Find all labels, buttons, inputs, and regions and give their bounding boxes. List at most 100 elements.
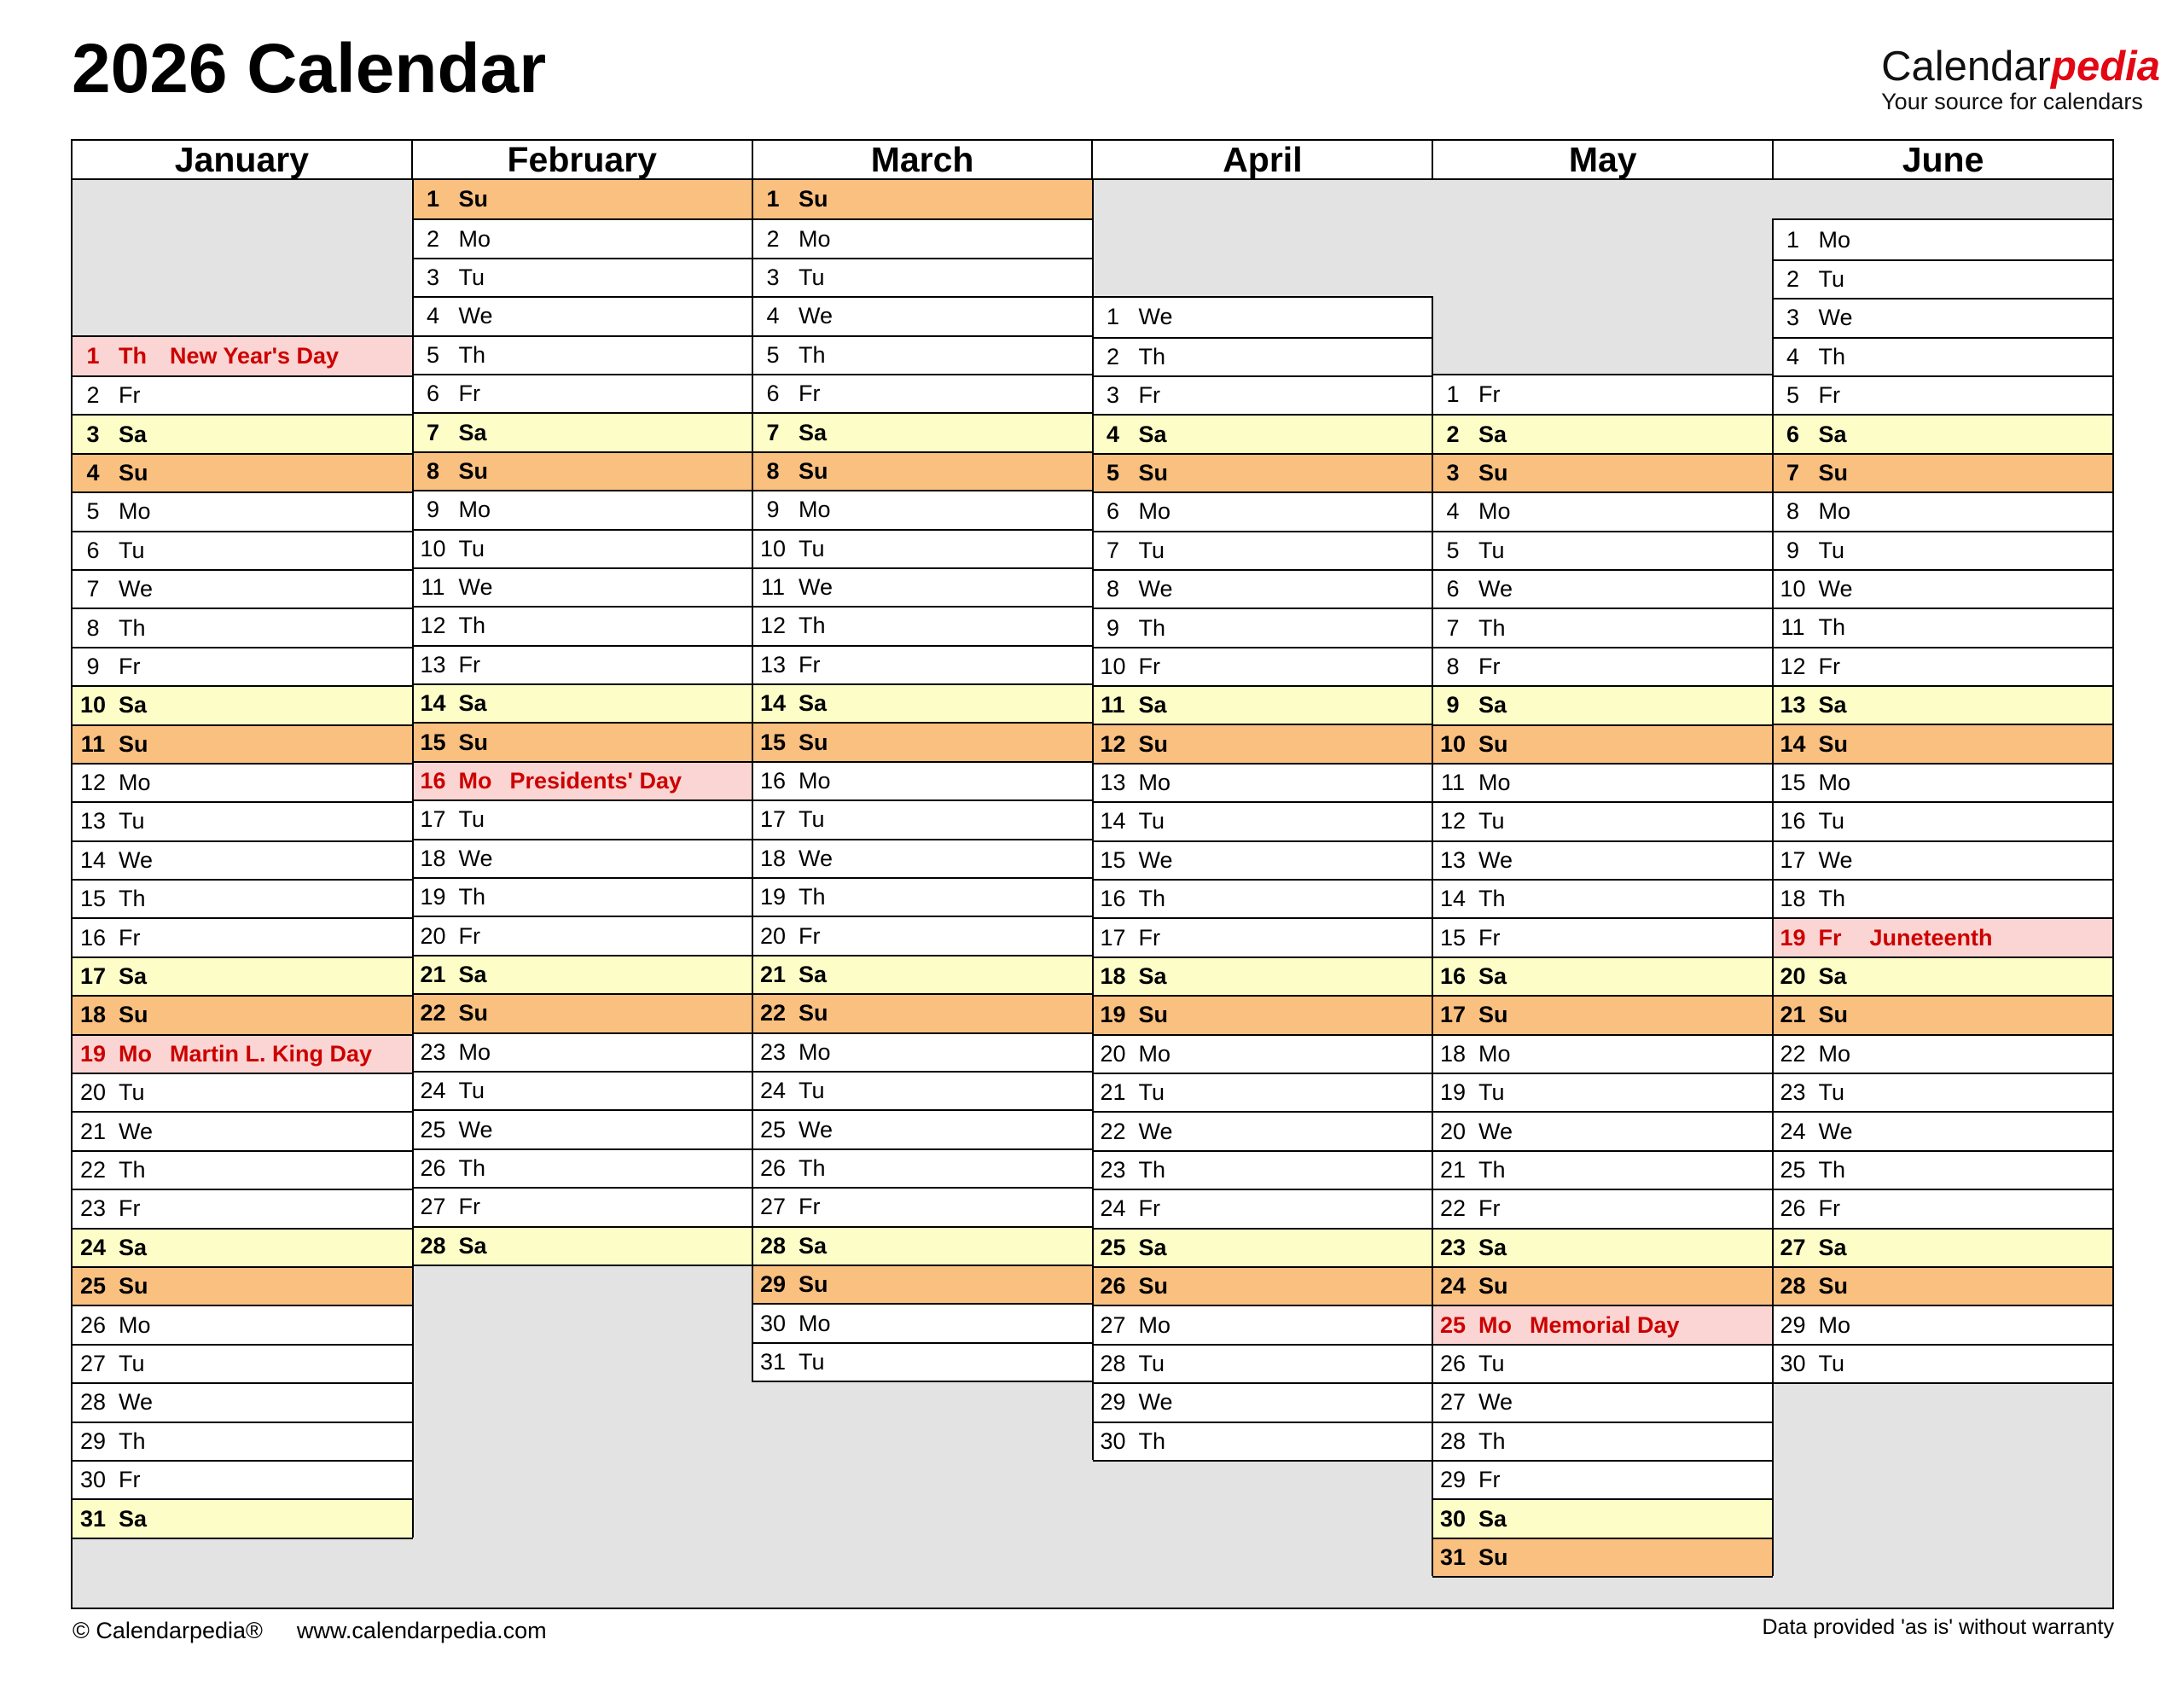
- month-column-april: 1 We 2 Th 3 Fr 4 Sa 5 Su 6 Mo 7 Tu 8 We 9 Th 10 Fr 11 Sa 12 Su 1…: [1092, 296, 1432, 1462]
- day-number: 19: [1439, 1079, 1467, 1106]
- day-cell-march-27: 27 Fr: [752, 1187, 1093, 1226]
- day-number: 23: [759, 1038, 787, 1065]
- day-cell-june-7: 7 Su: [1772, 452, 2112, 492]
- day-number: 24: [79, 1234, 107, 1260]
- weekday-abbr: Mo: [119, 1311, 151, 1338]
- weekday-abbr: Mo: [119, 1040, 152, 1067]
- day-cell-february-17: 17 Tu: [412, 799, 752, 839]
- day-number: 9: [766, 497, 780, 523]
- day-cell-june-24: 24 We: [1772, 1111, 2112, 1150]
- weekday-abbr: Mo: [1138, 1040, 1171, 1067]
- day-cell-may-4: 4 Mo: [1432, 491, 1773, 531]
- day-number: 6: [426, 381, 440, 407]
- day-number: 5: [86, 498, 100, 525]
- weekday-abbr: Sa: [1818, 963, 1847, 989]
- month-header-january: January: [73, 140, 413, 179]
- day-number: 11: [760, 574, 786, 601]
- day-cell-april-10: 10 Fr: [1092, 646, 1432, 686]
- day-cell-april-12: 12 Su: [1092, 724, 1432, 763]
- day-number: 18: [759, 845, 787, 871]
- weekday-abbr: Fr: [799, 922, 821, 949]
- weekday-abbr: We: [1138, 304, 1173, 330]
- day-number: 26: [420, 1154, 446, 1181]
- day-cell-may-14: 14 Th: [1432, 879, 1773, 918]
- weekday-abbr: Fr: [458, 1194, 480, 1220]
- day-number: 14: [759, 690, 787, 717]
- weekday-abbr: Su: [1818, 459, 1849, 486]
- day-cell-february-14: 14 Sa: [412, 683, 752, 723]
- weekday-abbr: Sa: [799, 1232, 828, 1259]
- day-cell-march-28: 28 Sa: [752, 1225, 1093, 1265]
- weekday-abbr: Mo: [799, 768, 831, 794]
- weekday-abbr: Sa: [1818, 421, 1847, 447]
- day-cell-may-28: 28 Th: [1432, 1421, 1773, 1460]
- day-cell-may-3: 3 Su: [1432, 452, 1773, 492]
- day-cell-june-22: 22 Mo: [1772, 1033, 2112, 1073]
- day-cell-march-9: 9 Mo: [752, 490, 1093, 529]
- footer-copyright: © Calendarpedia®: [73, 1618, 263, 1643]
- day-number: 30: [759, 1310, 787, 1336]
- day-number: 14: [79, 846, 107, 873]
- day-cell-april-28: 28 Tu: [1092, 1343, 1432, 1383]
- day-cell-march-30: 30 Mo: [752, 1303, 1093, 1342]
- day-cell-april-17: 17 Fr: [1092, 917, 1432, 956]
- day-cell-june-10: 10 We: [1772, 568, 2112, 608]
- month-column-february: 1 Su 2 Mo 3 Tu 4 We 5 Th 6 Fr 7 Sa 8 Su 9 Mo 10 Tu 11 We 12 Th 1…: [412, 180, 752, 1267]
- logo-text-black: Calendar: [1881, 44, 2052, 90]
- day-cell-january-10: 10 Sa: [73, 685, 413, 724]
- month-column-january: 1 Th New Year's Day 2 Fr 3 Sa 4 Su 5 Mo 6 Tu 7 We 8 Th 9 F…: [73, 334, 413, 1539]
- day-number: 29: [1439, 1467, 1467, 1493]
- day-number: 13: [1439, 846, 1467, 873]
- day-cell-june-11: 11 Th: [1772, 608, 2112, 647]
- weekday-abbr: Su: [119, 1002, 148, 1028]
- day-cell-march-15: 15 Su: [752, 722, 1093, 761]
- day-number: 20: [1100, 1040, 1126, 1067]
- weekday-abbr: Mo: [1478, 1311, 1512, 1338]
- footer-url[interactable]: www.calendarpedia.com: [296, 1618, 547, 1643]
- weekday-abbr: Tu: [799, 1078, 825, 1104]
- day-cell-february-3: 3 Tu: [412, 257, 752, 297]
- day-cell-april-6: 6 Mo: [1092, 491, 1432, 531]
- day-number: 4: [1786, 343, 1800, 369]
- weekday-abbr: Fr: [119, 1467, 141, 1493]
- month-column-may: 1 Fr 2 Sa 3 Su 4 Mo 5 Tu 6 We 7 Th 8 Fr 9 Sa 10 Su 11 Mo 12 Tu 1…: [1432, 374, 1773, 1579]
- day-number: 8: [426, 457, 440, 484]
- day-cell-april-9: 9 Th: [1092, 608, 1432, 647]
- weekday-abbr: Su: [1478, 1002, 1508, 1028]
- weekday-abbr: Th: [1478, 886, 1506, 912]
- day-number: 17: [759, 806, 787, 833]
- day-cell-january-27: 27 Tu: [73, 1343, 413, 1383]
- weekday-abbr: Tu: [1138, 1350, 1165, 1376]
- day-cell-january-11: 11 Su: [73, 724, 413, 763]
- day-cell-february-2: 2 Mo: [412, 218, 752, 258]
- weekday-abbr: Fr: [1478, 1467, 1501, 1493]
- day-cell-february-12: 12 Th: [412, 606, 752, 645]
- day-cell-january-16: 16 Fr: [73, 917, 413, 956]
- day-cell-april-27: 27 Mo: [1092, 1305, 1432, 1344]
- calendarpedia-logo: Calendarpedia Your source for calendars: [1881, 46, 2160, 113]
- holiday-label: Juneteenth: [1869, 924, 1993, 951]
- weekday-abbr: Th: [458, 341, 486, 368]
- day-number: 27: [759, 1194, 787, 1220]
- day-number: 12: [420, 613, 446, 639]
- day-cell-june-16: 16 Tu: [1772, 801, 2112, 840]
- day-cell-march-24: 24 Tu: [752, 1070, 1093, 1110]
- day-cell-june-29: 29 Mo: [1772, 1305, 2112, 1344]
- day-number: 30: [1780, 1350, 1806, 1376]
- weekday-abbr: Fr: [1478, 381, 1501, 408]
- day-cell-february-5: 5 Th: [412, 334, 752, 374]
- day-number: 25: [1439, 1311, 1467, 1338]
- day-number: 8: [86, 614, 100, 641]
- holiday-label: Presidents' Day: [509, 768, 682, 794]
- weekday-abbr: Tu: [1478, 1079, 1505, 1106]
- weekday-abbr: Sa: [1818, 692, 1847, 718]
- weekday-abbr: Fr: [119, 1195, 141, 1222]
- weekday-abbr: Mo: [119, 770, 151, 796]
- day-number: 16: [420, 768, 446, 794]
- weekday-abbr: Mo: [458, 497, 491, 523]
- day-cell-may-17: 17 Su: [1432, 995, 1773, 1034]
- weekday-abbr: Fr: [799, 651, 821, 677]
- weekday-abbr: We: [799, 303, 834, 329]
- weekday-abbr: Th: [1818, 614, 1846, 641]
- day-cell-march-23: 23 Mo: [752, 1032, 1093, 1071]
